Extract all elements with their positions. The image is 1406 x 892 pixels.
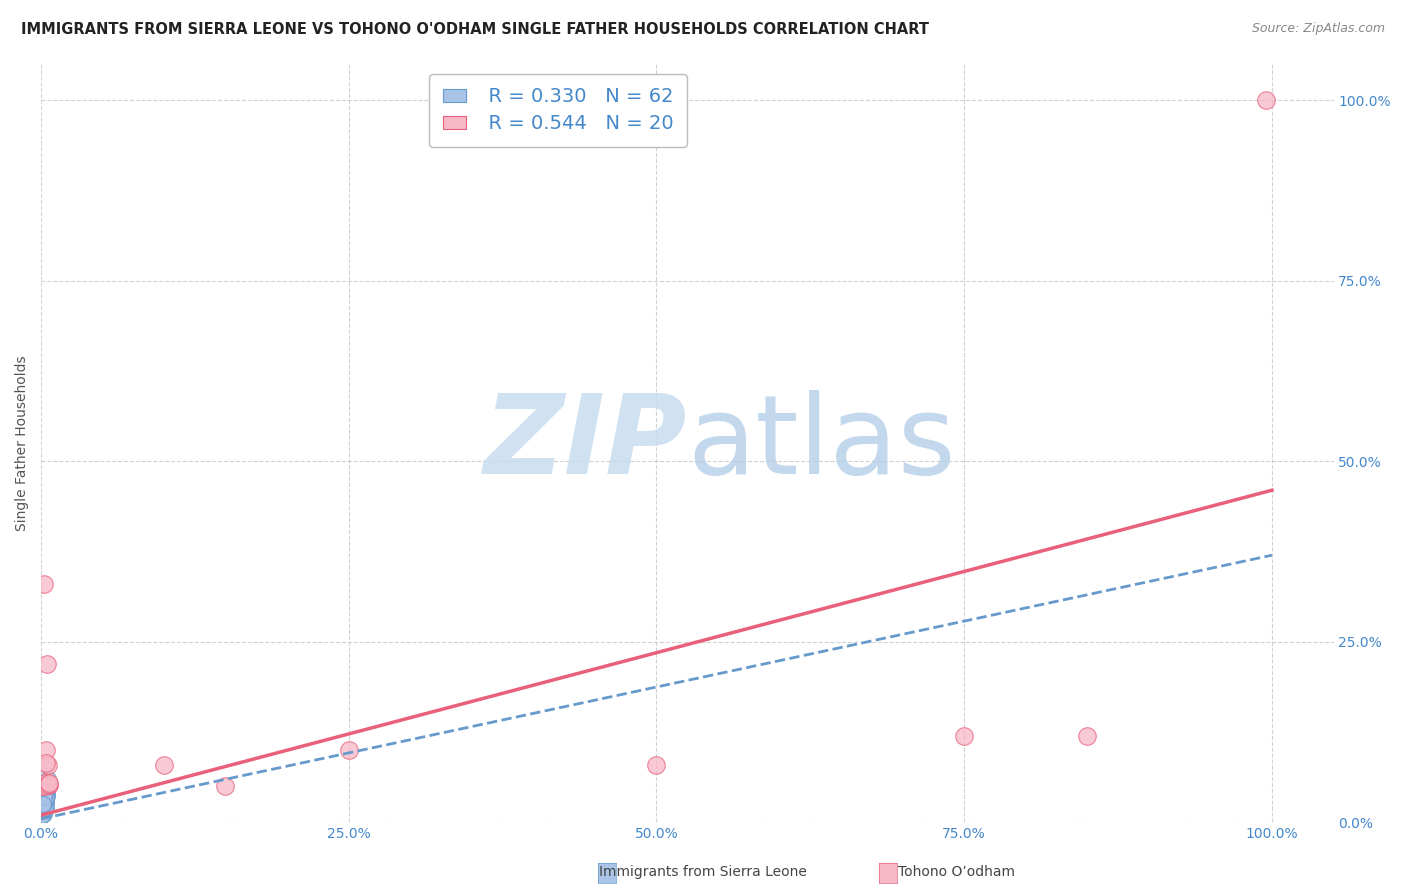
Point <box>32 805 55 819</box>
Point <box>35 789 58 803</box>
Point <box>31 801 53 815</box>
Point <box>34 577 56 591</box>
Point <box>37 788 59 802</box>
Point <box>35 783 58 797</box>
Point <box>31 808 53 822</box>
Point <box>32 802 55 816</box>
Point <box>32 797 55 812</box>
Point <box>34 801 56 815</box>
Point <box>35 743 58 757</box>
Point <box>34 796 56 810</box>
Legend:   R = 0.330   N = 62,   R = 0.544   N = 20: R = 0.330 N = 62, R = 0.544 N = 20 <box>429 74 688 147</box>
Point <box>32 795 55 809</box>
Point <box>337 743 360 757</box>
Point <box>34 795 56 809</box>
Point <box>32 798 55 813</box>
Point <box>35 778 58 792</box>
Point <box>214 780 236 794</box>
Y-axis label: Single Father Households: Single Father Households <box>15 355 30 531</box>
Point <box>645 757 668 772</box>
Text: Source: ZipAtlas.com: Source: ZipAtlas.com <box>1251 22 1385 36</box>
Text: ZIP: ZIP <box>484 390 688 497</box>
Point <box>35 785 58 799</box>
Point <box>35 756 58 771</box>
Point <box>34 792 56 806</box>
Point <box>35 657 58 671</box>
Point <box>32 802 55 816</box>
Point <box>32 801 55 815</box>
Point <box>37 776 59 790</box>
Point <box>31 797 53 811</box>
Point <box>34 802 56 816</box>
Point <box>31 805 53 819</box>
Point <box>32 792 55 806</box>
Point <box>34 799 56 814</box>
Point <box>34 795 56 809</box>
Point <box>35 790 58 805</box>
Point <box>35 784 58 798</box>
Point <box>32 795 55 809</box>
Point <box>31 797 53 811</box>
Point <box>34 801 56 815</box>
Point <box>32 805 55 820</box>
Point <box>37 757 59 772</box>
Point <box>31 791 53 805</box>
Point <box>35 790 58 805</box>
Point <box>35 795 58 809</box>
Point <box>31 802 53 816</box>
Point <box>34 776 56 790</box>
Point <box>32 802 55 816</box>
Point <box>34 785 56 799</box>
Point <box>34 797 56 811</box>
Point <box>32 796 55 810</box>
Point <box>34 790 56 805</box>
Point <box>31 791 53 805</box>
Point <box>37 778 59 792</box>
Point <box>35 796 58 810</box>
Point <box>38 778 60 792</box>
Point <box>35 789 58 804</box>
Point <box>31 791 53 805</box>
Point <box>34 797 56 812</box>
Point <box>31 808 53 822</box>
Point <box>1254 93 1277 107</box>
Point <box>31 807 53 822</box>
Text: IMMIGRANTS FROM SIERRA LEONE VS TOHONO O'ODHAM SINGLE FATHER HOUSEHOLDS CORRELAT: IMMIGRANTS FROM SIERRA LEONE VS TOHONO O… <box>21 22 929 37</box>
Point <box>32 796 55 810</box>
Point <box>34 800 56 814</box>
Point <box>32 806 55 821</box>
Text: Tohono O’odham: Tohono O’odham <box>897 865 1015 880</box>
Point <box>32 802 55 816</box>
Point <box>34 795 56 809</box>
Point <box>35 787 58 801</box>
Point <box>31 806 53 821</box>
Point <box>32 803 55 817</box>
Point <box>32 780 55 794</box>
Point <box>953 729 976 743</box>
Point <box>34 796 56 810</box>
Point <box>1076 729 1098 743</box>
Text: atlas: atlas <box>688 390 956 497</box>
Point <box>31 796 53 810</box>
Point <box>38 777 60 791</box>
Point <box>153 757 176 772</box>
Point <box>32 800 55 814</box>
Point <box>34 801 56 815</box>
Point <box>38 776 60 790</box>
Point <box>32 780 55 794</box>
Point <box>32 802 55 816</box>
Point <box>37 772 59 786</box>
Point <box>32 789 55 804</box>
Text: Immigrants from Sierra Leone: Immigrants from Sierra Leone <box>599 865 807 880</box>
Point <box>32 794 55 808</box>
